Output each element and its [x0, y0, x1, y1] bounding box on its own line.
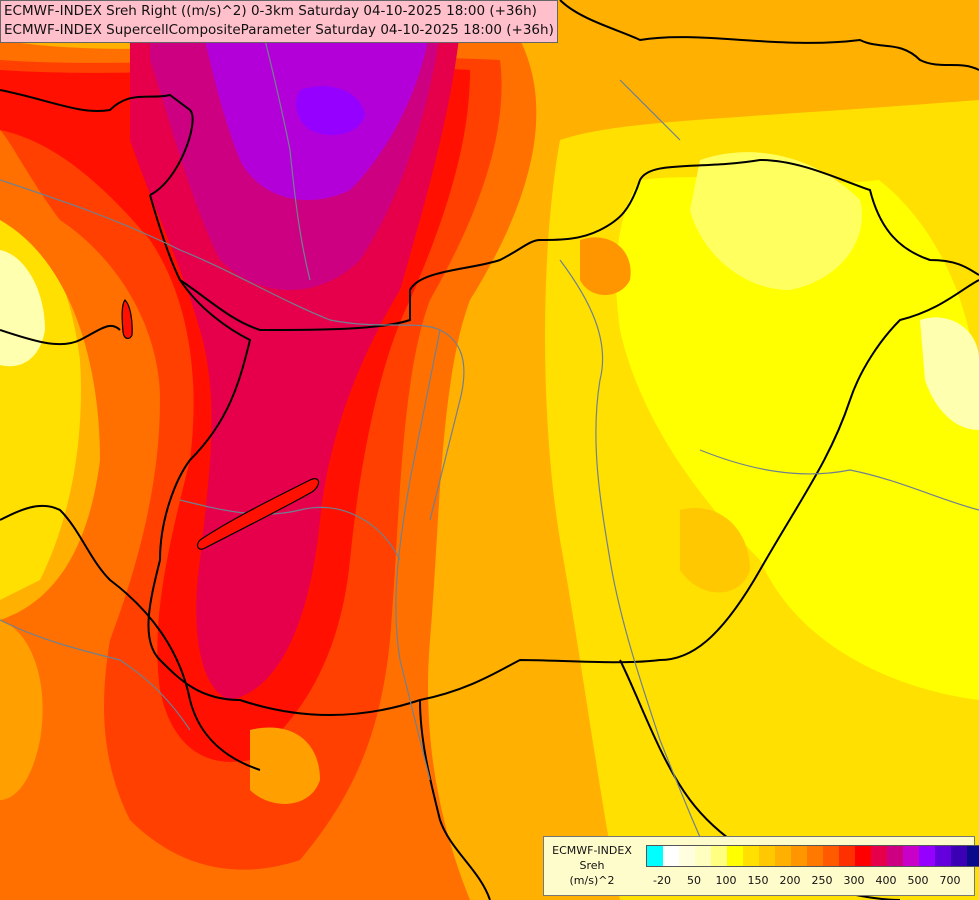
legend-swatch: [935, 846, 951, 866]
orange-spot-southwest: [0, 620, 43, 800]
light-yellow-field-east: [616, 177, 979, 700]
legend-title-line-2: Sreh: [579, 859, 605, 872]
legend-swatch: [967, 846, 979, 866]
orange-spot-central: [680, 508, 750, 593]
legend-swatch: [695, 846, 711, 866]
pale-area-northeast: [690, 152, 862, 290]
pale-spot-west: [0, 250, 45, 367]
rivers: [0, 19, 979, 881]
legend-swatch: [855, 846, 871, 866]
legend-swatch: [871, 846, 887, 866]
legend-tick-label: 500: [907, 874, 929, 887]
legend-swatch: [887, 846, 903, 866]
pale-spot-east: [920, 317, 979, 430]
legend-swatch: [951, 846, 967, 866]
legend-swatch: [823, 846, 839, 866]
legend-tick-label: 100: [715, 874, 737, 887]
legend-swatch: [807, 846, 823, 866]
legend-swatch: [647, 846, 663, 866]
title-line-1: ECMWF-INDEX Sreh Right ((m/s)^2) 0-3km S…: [4, 3, 537, 19]
legend-swatch: [663, 846, 679, 866]
legend-tick-label: 150: [747, 874, 769, 887]
legend-swatch: [727, 846, 743, 866]
legend-tick-label: 300: [843, 874, 865, 887]
legend-swatch: [919, 846, 935, 866]
legend-tick-label: 200: [779, 874, 801, 887]
lake-neusiedl: [121, 299, 133, 339]
legend-tick-label: 250: [811, 874, 833, 887]
legend-title-line-3: (m/s)^2: [569, 874, 615, 887]
legend-title-line-1: ECMWF-INDEX: [552, 844, 632, 857]
legend-swatch: [903, 846, 919, 866]
legend-tick-label: 50: [687, 874, 701, 887]
legend-swatch: [791, 846, 807, 866]
legend-swatch: [839, 846, 855, 866]
legend-title: ECMWF-INDEX Sreh (m/s)^2: [546, 843, 638, 888]
legend-tick-label: 400: [875, 874, 897, 887]
legend-swatch: [775, 846, 791, 866]
orange-spot-north: [580, 237, 631, 295]
color-legend: ECMWF-INDEX Sreh (m/s)^2 -20 50 100 150 200 2…: [543, 836, 979, 896]
legend-ticks: -20 50 100 150 200 250 300 400 500 700: [646, 874, 976, 890]
lake-balaton: [196, 478, 320, 550]
legend-swatches: [646, 845, 979, 867]
violet-spot: [296, 86, 365, 135]
legend-tick-label: 700: [939, 874, 961, 887]
legend-swatch: [759, 846, 775, 866]
title-line-2: ECMWF-INDEX SupercellCompositeParameter …: [4, 22, 554, 38]
legend-swatch: [679, 846, 695, 866]
map-title: ECMWF-INDEX Sreh Right ((m/s)^2) 0-3km S…: [0, 0, 558, 43]
legend-tick-label: -20: [653, 874, 671, 887]
legend-swatch: [711, 846, 727, 866]
orange-spot-south: [250, 727, 320, 804]
legend-swatch: [743, 846, 759, 866]
